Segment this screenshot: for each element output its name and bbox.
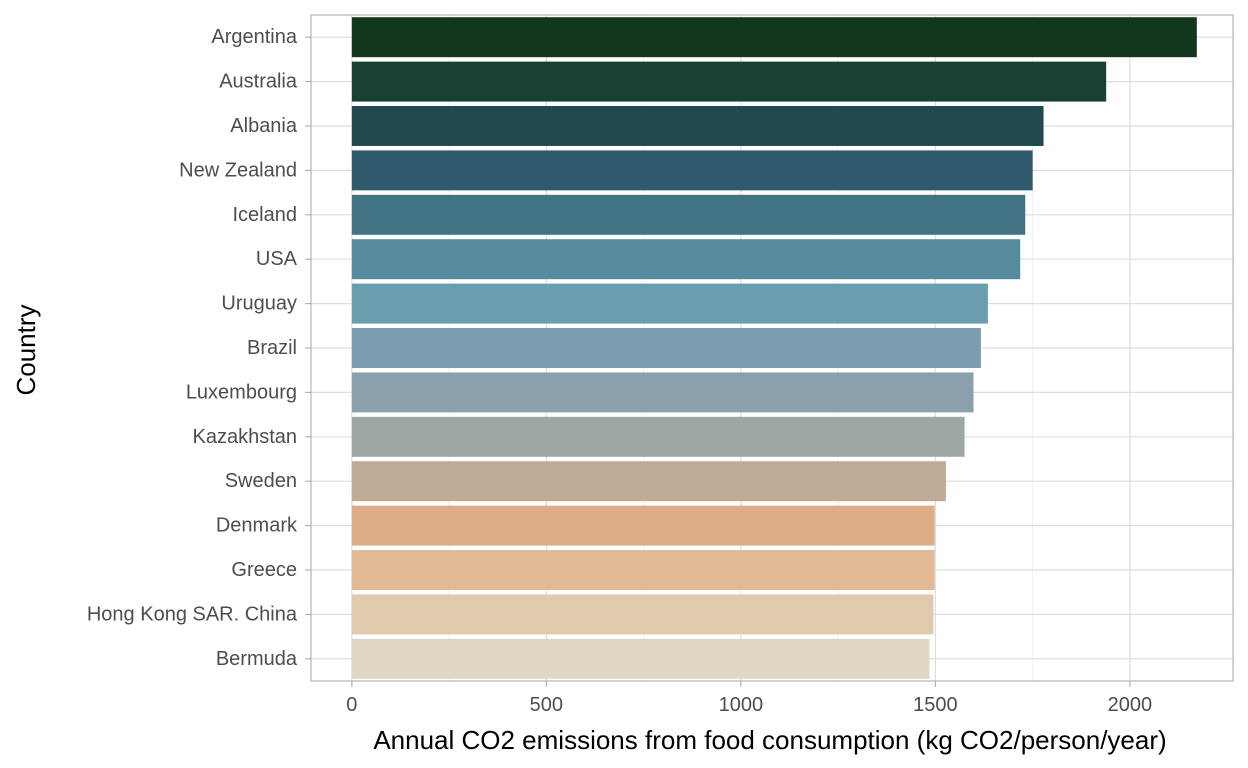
x-tick-label: 1500 xyxy=(913,694,958,716)
y-axis-title: Country xyxy=(11,304,41,395)
y-tick-label: Sweden xyxy=(225,470,297,492)
y-tick-label: New Zealand xyxy=(179,159,297,181)
x-tick-label: 500 xyxy=(530,694,563,716)
bar xyxy=(351,416,965,457)
bar xyxy=(351,61,1107,102)
bar xyxy=(351,461,946,502)
y-tick-label: Australia xyxy=(219,71,298,93)
y-tick-label: Denmark xyxy=(216,515,298,537)
x-axis: 0 500 1000 1500 2000 xyxy=(346,681,1152,716)
x-axis-title: Annual CO2 emissions from food consumpti… xyxy=(373,725,1166,755)
y-tick-label: Bermuda xyxy=(216,648,298,670)
bar xyxy=(351,194,1026,235)
y-tick-label: Brazil xyxy=(247,337,297,359)
y-tick-label: Kazakhstan xyxy=(192,426,297,448)
bar xyxy=(351,328,981,368)
y-tick-label: USA xyxy=(256,248,298,270)
bar xyxy=(351,638,930,679)
x-tick-label: 2000 xyxy=(1108,694,1153,716)
bar xyxy=(351,283,988,324)
bars xyxy=(351,17,1197,679)
bar xyxy=(351,594,934,635)
x-tick-label: 1000 xyxy=(719,694,764,716)
y-tick-label: Uruguay xyxy=(221,293,297,315)
bar xyxy=(351,550,935,590)
y-tick-label: Greece xyxy=(231,559,297,581)
bar xyxy=(351,106,1044,146)
bar xyxy=(351,17,1197,58)
y-tick-label: Hong Kong SAR. China xyxy=(87,603,298,625)
y-tick-label: Albania xyxy=(230,115,298,137)
y-tick-label: Luxembourg xyxy=(186,381,297,403)
y-tick-label: Iceland xyxy=(233,204,298,226)
bar xyxy=(351,239,1021,280)
bar xyxy=(351,372,974,413)
bar xyxy=(351,150,1033,191)
x-tick-label: 0 xyxy=(346,694,357,716)
y-axis: Argentina Australia Albania New Zealand Icel… xyxy=(87,26,311,670)
y-tick-label: Argentina xyxy=(211,26,297,48)
bar xyxy=(351,505,935,546)
